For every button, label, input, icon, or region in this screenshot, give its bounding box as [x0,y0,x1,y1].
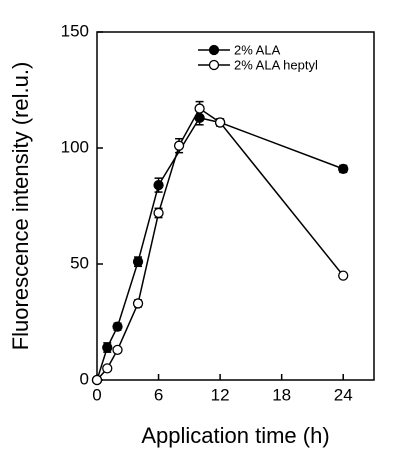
x-tick-label: 24 [334,385,353,404]
y-tick-label: 100 [61,137,89,156]
marker [91,374,103,386]
x-axis-title: Application time (h) [141,423,329,448]
x-tick-label: 12 [211,385,230,404]
marker [173,140,185,151]
marker [132,256,144,267]
x-tick-label: 6 [154,385,163,404]
x-tick-label: 0 [92,385,101,404]
series-line [96,107,344,381]
marker [338,270,349,281]
marker [153,207,164,219]
y-tick-label: 0 [80,369,89,388]
marker [153,179,164,191]
legend-marker [208,44,220,56]
marker [112,344,123,355]
legend-label: 2% ALA heptyl [234,57,318,72]
marker [112,321,123,332]
legend-marker [208,59,220,71]
series-line [96,116,344,381]
marker [102,342,113,353]
marker [132,298,144,309]
y-tick-label: 50 [70,253,89,272]
marker [338,163,349,175]
marker [214,117,226,128]
x-tick-label: 18 [272,385,291,404]
y-axis-title: Fluorescence intensity (rel.u.) [8,62,33,351]
plot-frame [96,31,375,381]
marker [194,103,205,114]
legend-label: 2% ALA [234,42,281,57]
marker [102,363,113,374]
y-tick-label: 150 [61,21,89,40]
